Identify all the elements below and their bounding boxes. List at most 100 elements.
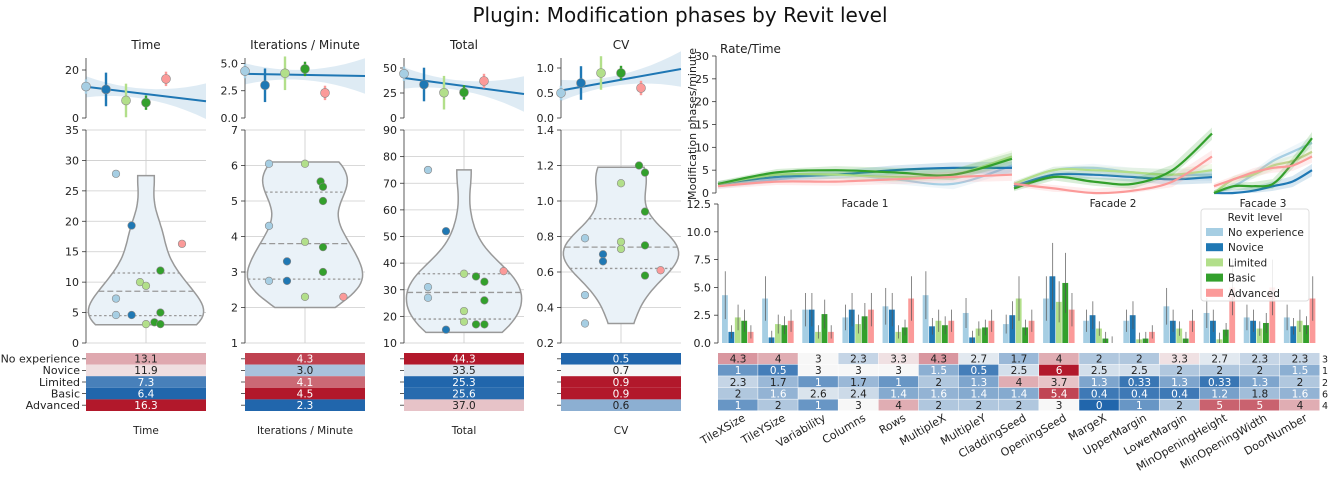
reg-y-tick-label: 0.0 <box>537 112 555 125</box>
reg-point <box>439 87 449 98</box>
heat-cell <box>958 387 999 399</box>
heat-cell-label: 2.3 <box>850 354 867 366</box>
heat-cell-label: 1.5 <box>1292 365 1309 377</box>
heat-cell <box>838 387 879 399</box>
heat-cell <box>878 399 919 411</box>
heat-cell-label: 1 <box>735 400 742 412</box>
y-tick-label: 12.5 <box>687 198 712 211</box>
y-tick-label: 5.0 <box>694 281 712 294</box>
data-point <box>339 292 348 301</box>
series-line <box>1213 137 1313 195</box>
heat-cell-label: 0.9 <box>613 388 630 400</box>
data-point <box>640 207 650 216</box>
heat-cell-label: 2 <box>935 377 942 389</box>
heat-cell-label: 2 <box>976 400 983 412</box>
data-point <box>480 296 489 305</box>
heat-cell <box>798 399 838 411</box>
heat-cell-label: 4.5 <box>297 388 314 400</box>
heat-cell <box>1239 364 1280 376</box>
category-tick-label: TileXSize <box>697 411 747 448</box>
heat-cell-label: 1.6 <box>770 388 787 400</box>
heat-cell-label: 11.9 <box>134 365 157 377</box>
panel-time: Time 0 20 0 5 10 15 20 25 30 35 13.111.97.36.416.3 T… <box>65 38 207 437</box>
heat-cell <box>245 364 365 377</box>
heat-cell <box>958 399 999 411</box>
reg-point <box>399 68 409 79</box>
violin-y-tick-label: 80 <box>383 151 397 164</box>
heat-cell-label: 1 <box>815 400 822 412</box>
heat-cell <box>1279 376 1320 388</box>
data-point <box>616 179 626 188</box>
reg-y-tick-label: 0.5 <box>537 87 555 100</box>
heat-cell-label: 3 <box>815 354 822 366</box>
reg-point <box>161 74 171 84</box>
heat-cell <box>998 376 1039 388</box>
data-point <box>300 292 310 301</box>
heat-cell-label: 1.4 <box>890 388 907 400</box>
heat-cell-label: 16.3 <box>134 400 157 412</box>
heat-cell-label: 1.3 <box>1171 377 1188 389</box>
heat-cell-label: 2.7 <box>971 354 988 366</box>
heat-cell-label: 6 <box>1056 365 1063 377</box>
heat-cell <box>1279 353 1320 365</box>
heat-cell-label: 2 <box>775 400 782 412</box>
heat-cell-label: 2.5 <box>1091 365 1108 377</box>
legend-label: Novice <box>1228 242 1264 254</box>
heat-cell <box>404 387 524 400</box>
heat-cell-label: 1.8 <box>1251 388 1268 400</box>
violin-y-tick-label: 2 <box>231 302 238 315</box>
heat-cell-label: 0.4 <box>1091 388 1108 400</box>
chart-area: Time0200510152025303513.111.97.36.416.3T… <box>1 38 1328 474</box>
reg-y-tick-label: 5.0 <box>221 57 239 70</box>
data-point <box>156 266 165 275</box>
heat-cell <box>838 353 879 365</box>
heat-row-label: Novice <box>43 364 81 377</box>
panel-x-label: Total <box>451 425 477 437</box>
heat-cell-label: 2 <box>1256 365 1263 377</box>
heat-cell <box>838 399 879 411</box>
heat-cell <box>404 353 524 365</box>
data-point <box>264 276 274 285</box>
heat-cell-label: 0.4 <box>1171 388 1188 400</box>
heat-cell <box>86 353 206 365</box>
heat-cell-label: 3 <box>895 365 902 377</box>
heat-cell <box>718 376 758 388</box>
legend-swatch <box>1206 288 1223 297</box>
legend-swatch <box>1206 228 1223 236</box>
heat-cell <box>718 353 758 365</box>
heat-cell <box>1239 399 1280 411</box>
heat-cell-label: 5.4 <box>1051 388 1068 400</box>
data-point <box>634 161 644 170</box>
data-point <box>318 267 328 277</box>
heat-cell <box>878 353 919 365</box>
data-point <box>471 320 481 329</box>
heat-cell-label: 2 <box>1096 354 1103 366</box>
legend-swatch <box>1206 243 1223 252</box>
heat-cell-label: 1.6 <box>1292 388 1309 400</box>
heat-cell-label: 1.6 <box>930 388 947 400</box>
series-line <box>1013 167 1213 185</box>
legend-frame <box>1200 208 1310 302</box>
heat-edge-label: 4 <box>1322 401 1328 412</box>
data-point <box>111 169 121 178</box>
reg-point <box>636 83 646 93</box>
facade-label: Facade 1 <box>842 198 889 210</box>
heat-cell <box>1199 399 1240 411</box>
series-line <box>717 173 1013 188</box>
heat-cell <box>1199 364 1240 376</box>
heat-cell-label: 0.6 <box>613 400 630 412</box>
heat-cell <box>718 399 758 411</box>
heat-cell-label: 1 <box>815 377 822 389</box>
data-point <box>441 325 451 334</box>
series-line <box>1213 155 1313 188</box>
heat-cell <box>1079 353 1119 365</box>
heat-cell-label: 3.3 <box>890 354 907 366</box>
reg-point <box>240 66 250 76</box>
y-tick-label: 15 <box>695 119 709 132</box>
y-tick-label: 5 <box>702 164 709 177</box>
violin-y-tick-label: 1 <box>231 337 238 350</box>
category-tick-label: Columns <box>820 411 868 446</box>
violin-body <box>246 161 364 309</box>
panel-title: Time <box>130 38 160 52</box>
heat-cell-label: 4 <box>895 400 902 412</box>
